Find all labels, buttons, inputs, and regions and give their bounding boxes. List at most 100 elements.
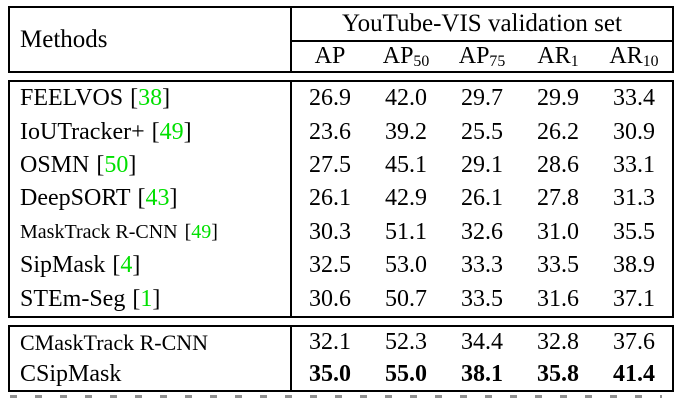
method-name: DeepSORT [20,185,131,212]
table-row: FEELVOS [38] 26.9 42.0 29.7 29.9 33.4 [10,82,672,116]
cell-ar1: 27.8 [537,185,579,212]
cell-ap75: 38.1 [461,360,503,387]
cell-ap: 32.1 [309,329,351,356]
cell-ap: 27.5 [309,152,351,179]
cell-ar1: 26.2 [537,118,579,145]
table-footer-ours: CMaskTrack R-CNN 32.1 52.3 34.4 32.8 37.… [8,325,674,392]
citation-number-link[interactable]: 38 [138,85,163,112]
cell-ar10: 38.9 [613,252,655,279]
cell-ap: 30.3 [309,218,351,245]
metric-values: 32.1 52.3 34.4 32.8 37.6 [292,327,672,359]
cell-ap50: 55.0 [385,360,427,387]
table-body: FEELVOS [38] 26.9 42.0 29.7 29.9 33.4 Io… [8,80,674,318]
citation: [1] [132,285,161,312]
col-header-ap: AP [314,43,346,69]
citation-number-link[interactable]: 4 [120,252,133,279]
cell-ar1: 31.6 [537,285,579,312]
method-name: OSMN [20,152,90,179]
cell-ar10: 33.1 [613,152,655,179]
cell-ap50: 50.7 [385,285,427,312]
citation: [49] [184,220,218,243]
table-row: IoUTracker+ [49] 23.6 39.2 25.5 26.2 30.… [10,115,672,149]
cell-ap75: 29.1 [461,152,503,179]
method-name: STEm-Seg [20,285,126,312]
cell-ar10: 33.4 [613,85,655,112]
metric-values: 30.3 51.1 32.6 31.0 35.5 [292,216,672,249]
metric-column-headers: AP AP50 AP75 AR1 AR10 [292,42,672,71]
cell-ar10: 37.6 [613,329,655,356]
metric-values: 26.1 42.9 26.1 27.8 31.3 [292,182,672,215]
table-row: MaskTrack R-CNN [49] 30.3 51.1 32.6 31.0… [10,215,672,250]
methods-header-label: Methods [20,25,108,53]
cell-ap50: 53.0 [385,252,427,279]
cell-ap75: 34.4 [461,329,503,356]
metric-values: 27.5 45.1 29.1 28.6 33.1 [292,149,672,182]
col-header-ap75: AP75 [458,43,506,71]
cell-ap75: 32.6 [461,218,503,245]
clipped-caption-marks [10,395,662,398]
table-row: SipMask [4] 32.5 53.0 33.3 33.5 38.9 [10,249,672,283]
method-name: FEELVOS [20,85,124,112]
table-row: DeepSORT [43] 26.1 42.9 26.1 27.8 31.3 [10,182,672,216]
cell-ap: 35.0 [309,360,351,387]
method-cell: DeepSORT [43] [10,182,292,216]
cell-ap: 30.6 [309,285,351,312]
cell-ar1: 28.6 [537,152,579,179]
method-name: MaskTrack R-CNN [20,220,178,243]
cell-ar10: 30.9 [613,118,655,145]
cell-ar1: 31.0 [537,218,579,245]
cell-ar10: 41.4 [613,360,655,387]
citation-number-link[interactable]: 50 [104,152,129,179]
cell-ap: 23.6 [309,118,351,145]
method-name: CSipMask [20,360,122,387]
cell-ap75: 33.5 [461,285,503,312]
metric-values: 30.6 50.7 33.5 31.6 37.1 [292,283,672,316]
cell-ap: 32.5 [309,252,351,279]
method-cell: FEELVOS [38] [10,82,292,116]
method-cell: STEm-Seg [1] [10,282,292,316]
methods-header-cell: Methods [10,8,292,71]
cell-ap50: 51.1 [385,218,427,245]
metric-values: 35.0 55.0 38.1 35.8 41.4 [292,359,672,391]
cell-ap50: 39.2 [385,118,427,145]
method-cell: OSMN [50] [10,148,292,183]
citation: [43] [137,185,178,212]
citation: [49] [151,118,192,145]
cell-ap75: 25.5 [461,118,503,145]
table-row: STEm-Seg [1] 30.6 50.7 33.5 31.6 37.1 [10,282,672,316]
metric-values: 26.9 42.0 29.7 29.9 33.4 [292,82,672,115]
table-header: Methods YouTube-VIS validation set AP AP… [8,6,674,73]
cell-ap50: 42.9 [385,185,427,212]
metric-values: 32.5 53.0 33.3 33.5 38.9 [292,249,672,282]
method-cell: CMaskTrack R-CNN [10,327,292,359]
metric-values: 23.6 39.2 25.5 26.2 30.9 [292,115,672,148]
col-header-ar1: AR1 [537,43,579,71]
cell-ar10: 31.3 [613,185,655,212]
metrics-header: YouTube-VIS validation set AP AP50 AP75 … [292,8,672,71]
citation-number-link[interactable]: 1 [140,285,153,312]
cell-ar10: 35.5 [613,218,655,245]
cell-ap50: 52.3 [385,329,427,356]
citation: [4] [112,252,141,279]
cell-ar1: 29.9 [537,85,579,112]
method-cell: CSipMask [10,358,292,390]
dataset-group-title: YouTube-VIS validation set [292,8,672,42]
col-header-ap50: AP50 [382,43,430,71]
citation: [38] [130,85,171,112]
method-name: IoUTracker+ [20,118,145,145]
cell-ap50: 45.1 [385,152,427,179]
cell-ap75: 29.7 [461,85,503,112]
method-name: CMaskTrack R-CNN [20,329,209,355]
citation-number-link[interactable]: 49 [159,118,184,145]
col-header-ar10: AR10 [609,43,659,71]
cell-ap75: 33.3 [461,252,503,279]
table-row: CSipMask 35.0 55.0 38.1 35.8 41.4 [10,358,672,391]
citation-number-link[interactable]: 49 [191,220,212,243]
citation-number-link[interactable]: 43 [145,185,170,212]
method-cell: SipMask [4] [10,249,292,283]
table-row: OSMN [50] 27.5 45.1 29.1 28.6 33.1 [10,148,672,183]
method-name: SipMask [20,252,106,279]
cell-ap50: 42.0 [385,85,427,112]
cell-ap75: 26.1 [461,185,503,212]
